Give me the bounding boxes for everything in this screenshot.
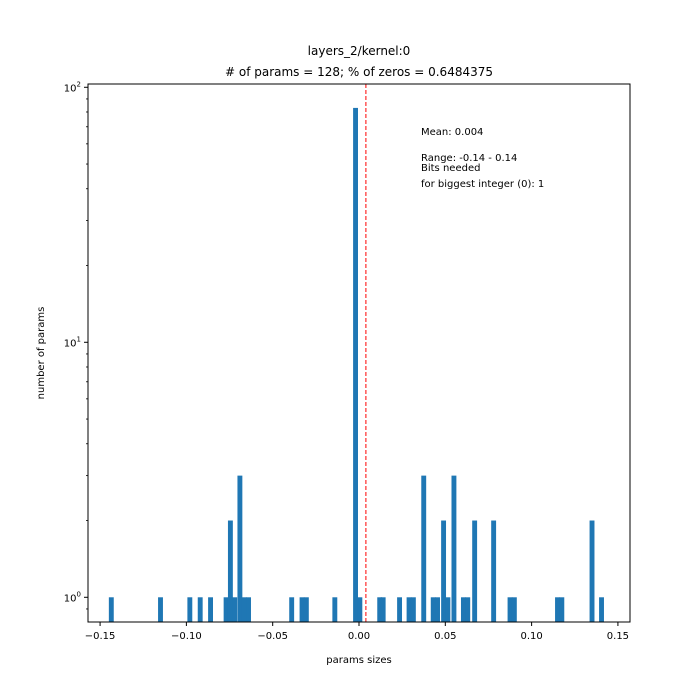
histogram-bar <box>357 597 363 622</box>
annotation-range: Range: -0.14 - 0.14 <box>421 153 517 164</box>
plot-frame <box>87 83 631 623</box>
histogram-bar <box>460 597 466 622</box>
histogram-bar <box>599 597 604 622</box>
histogram-bar <box>208 597 213 622</box>
histogram-bar <box>559 597 565 622</box>
histogram-bar <box>410 597 416 622</box>
y-tick-label: 100 <box>64 590 81 604</box>
histogram-bar <box>197 597 203 622</box>
histogram-bar <box>380 597 386 622</box>
x-tick-label: 0.15 <box>607 631 629 642</box>
chart-title-line2: # of params = 128; % of zeros = 0.648437… <box>225 65 493 79</box>
histogram-bar <box>451 475 457 622</box>
histogram-bar <box>441 520 447 622</box>
histogram-bar <box>158 597 163 622</box>
annotation-mean: Mean: 0.004 <box>421 127 483 138</box>
histogram-bar <box>237 475 243 622</box>
histogram-bar <box>445 597 451 622</box>
histogram-bar <box>430 597 436 622</box>
histogram-bar <box>472 520 478 622</box>
histogram-bar <box>108 597 114 622</box>
x-tick-label: 0.10 <box>520 631 542 642</box>
histogram-bar <box>377 597 383 622</box>
y-tick-label: 102 <box>64 80 81 94</box>
histogram-bar <box>555 597 560 622</box>
histogram-bar <box>353 107 358 622</box>
histogram-bar <box>397 597 403 622</box>
x-tick-label: 0.00 <box>348 631 370 642</box>
y-axis-label: number of params <box>36 307 47 400</box>
histogram-bar <box>289 597 295 622</box>
x-tick-label: −0.10 <box>171 631 202 642</box>
histogram-bar <box>421 475 427 622</box>
chart-title-line1: layers_2/kernel:0 <box>308 44 411 58</box>
histogram-bar <box>303 597 309 622</box>
histogram-bar <box>299 597 305 622</box>
histogram-bar <box>232 597 238 622</box>
histogram-bar <box>491 520 497 622</box>
y-tick-label: 101 <box>64 335 81 349</box>
annotation-bits-line1: Bits needed <box>421 163 480 174</box>
histogram-bar <box>223 597 229 622</box>
x-tick-label: −0.15 <box>85 631 116 642</box>
histogram-bar <box>227 520 233 622</box>
histogram-bar <box>435 597 440 622</box>
histogram-bar <box>332 597 338 622</box>
histogram-bar <box>406 597 412 622</box>
histogram-bar <box>187 597 193 622</box>
ticks-layer: −0.15 −0.10 −0.05 0.00 0.05 0.10 0.15 100 101 102 <box>64 80 629 642</box>
histogram-bar <box>589 520 595 622</box>
histogram-bar <box>507 597 513 622</box>
histogram-bar <box>465 597 471 622</box>
x-tick-label: 0.05 <box>434 631 456 642</box>
annotation-bits-line2: for biggest integer (0): 1 <box>421 179 544 190</box>
histogram-bar <box>241 597 247 622</box>
x-tick-label: −0.05 <box>257 631 288 642</box>
histogram-bar <box>511 597 517 622</box>
x-axis-label: params sizes <box>326 655 391 666</box>
histogram-bar <box>246 597 251 622</box>
bars-layer <box>108 107 604 622</box>
